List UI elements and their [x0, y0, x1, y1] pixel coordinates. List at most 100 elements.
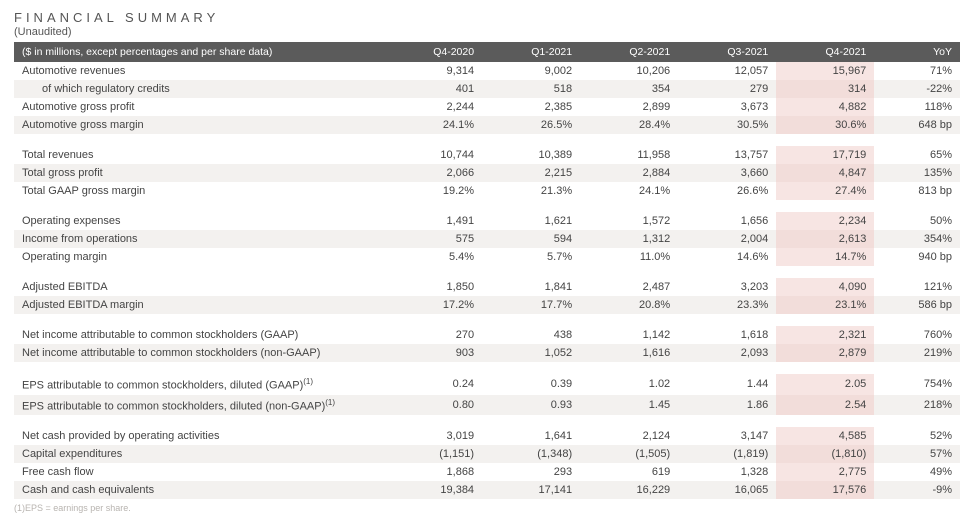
table-cell: 1,868 [384, 463, 482, 481]
table-cell: 17,141 [482, 481, 580, 499]
col-q4-2020: Q4-2020 [384, 42, 482, 62]
table-cell: 594 [482, 230, 580, 248]
table-cell: 1,328 [678, 463, 776, 481]
table-cell: 2,244 [384, 98, 482, 116]
table-cell: 1.44 [678, 374, 776, 395]
col-yoy: YoY [874, 42, 960, 62]
row-label: Automotive gross profit [14, 98, 384, 116]
table-cell: 17,576 [776, 481, 874, 499]
table-cell: 28.4% [580, 116, 678, 134]
table-cell: 1,052 [482, 344, 580, 362]
table-cell: 0.39 [482, 374, 580, 395]
row-label: Total revenues [14, 146, 384, 164]
table-cell: 218% [874, 395, 960, 416]
table-cell: -9% [874, 481, 960, 499]
table-row: Capital expenditures(1,151)(1,348)(1,505… [14, 445, 960, 463]
table-cell: 30.6% [776, 116, 874, 134]
row-label: Operating expenses [14, 212, 384, 230]
col-label: ($ in millions, except percentages and p… [14, 42, 384, 62]
table-row: Operating margin5.4%5.7%11.0%14.6%14.7%9… [14, 248, 960, 266]
table-cell: (1,151) [384, 445, 482, 463]
table-row: Total revenues10,74410,38911,95813,75717… [14, 146, 960, 164]
table-cell: 1,621 [482, 212, 580, 230]
table-row: Income from operations5755941,3122,0042,… [14, 230, 960, 248]
table-cell: 11,958 [580, 146, 678, 164]
table-cell: 1,142 [580, 326, 678, 344]
table-cell: 354 [580, 80, 678, 98]
table-cell: 401 [384, 80, 482, 98]
table-cell: 3,019 [384, 427, 482, 445]
table-cell: 65% [874, 146, 960, 164]
table-cell: 3,203 [678, 278, 776, 296]
table-cell: 23.1% [776, 296, 874, 314]
row-label: Net income attributable to common stockh… [14, 326, 384, 344]
table-cell: 2,215 [482, 164, 580, 182]
table-cell: 586 bp [874, 296, 960, 314]
table-cell: 9,314 [384, 62, 482, 80]
table-row: Free cash flow1,8682936191,3282,77549% [14, 463, 960, 481]
table-cell: 314 [776, 80, 874, 98]
row-label: of which regulatory credits [14, 80, 384, 98]
table-cell: 3,673 [678, 98, 776, 116]
table-cell: 24.1% [580, 182, 678, 200]
table-cell: 1,850 [384, 278, 482, 296]
table-spacer [14, 134, 960, 146]
table-cell: 2,884 [580, 164, 678, 182]
row-label: EPS attributable to common stockholders,… [14, 395, 384, 416]
table-cell: 1,572 [580, 212, 678, 230]
table-cell: 270 [384, 326, 482, 344]
table-cell: 17.7% [482, 296, 580, 314]
table-cell: 30.5% [678, 116, 776, 134]
table-cell: 10,206 [580, 62, 678, 80]
table-cell: 2.05 [776, 374, 874, 395]
table-cell: 2,321 [776, 326, 874, 344]
table-cell: 5.4% [384, 248, 482, 266]
table-cell: 1,616 [580, 344, 678, 362]
table-cell: 1.02 [580, 374, 678, 395]
table-cell: 1,656 [678, 212, 776, 230]
row-label: Income from operations [14, 230, 384, 248]
table-cell: 27.4% [776, 182, 874, 200]
table-row: Net income attributable to common stockh… [14, 344, 960, 362]
table-row: Automotive gross margin24.1%26.5%28.4%30… [14, 116, 960, 134]
col-q4-2021: Q4-2021 [776, 42, 874, 62]
table-cell: 279 [678, 80, 776, 98]
table-cell: 26.5% [482, 116, 580, 134]
table-cell: 619 [580, 463, 678, 481]
table-cell: 1,491 [384, 212, 482, 230]
table-cell: 13,757 [678, 146, 776, 164]
table-cell: 71% [874, 62, 960, 80]
table-cell: 648 bp [874, 116, 960, 134]
table-cell: 14.7% [776, 248, 874, 266]
table-row: EPS attributable to common stockholders,… [14, 374, 960, 395]
table-cell: 5.7% [482, 248, 580, 266]
table-cell: 2,899 [580, 98, 678, 116]
table-cell: 1,841 [482, 278, 580, 296]
table-cell: 1,641 [482, 427, 580, 445]
table-cell: 16,229 [580, 481, 678, 499]
table-cell: 219% [874, 344, 960, 362]
table-cell: 118% [874, 98, 960, 116]
table-cell: 9,002 [482, 62, 580, 80]
table-cell: 354% [874, 230, 960, 248]
table-cell: 3,660 [678, 164, 776, 182]
table-cell: 0.80 [384, 395, 482, 416]
table-cell: 10,744 [384, 146, 482, 164]
col-q3-2021: Q3-2021 [678, 42, 776, 62]
table-cell: 135% [874, 164, 960, 182]
table-spacer [14, 362, 960, 374]
table-cell: 754% [874, 374, 960, 395]
table-cell: 575 [384, 230, 482, 248]
table-cell: 0.24 [384, 374, 482, 395]
row-label: Total GAAP gross margin [14, 182, 384, 200]
table-cell: -22% [874, 80, 960, 98]
table-row: Adjusted EBITDA margin17.2%17.7%20.8%23.… [14, 296, 960, 314]
table-cell: 1.45 [580, 395, 678, 416]
table-row: Automotive gross profit2,2442,3852,8993,… [14, 98, 960, 116]
row-label: Operating margin [14, 248, 384, 266]
row-label: Capital expenditures [14, 445, 384, 463]
table-row: Net income attributable to common stockh… [14, 326, 960, 344]
table-cell: 17,719 [776, 146, 874, 164]
row-label: Automotive revenues [14, 62, 384, 80]
table-row: EPS attributable to common stockholders,… [14, 395, 960, 416]
